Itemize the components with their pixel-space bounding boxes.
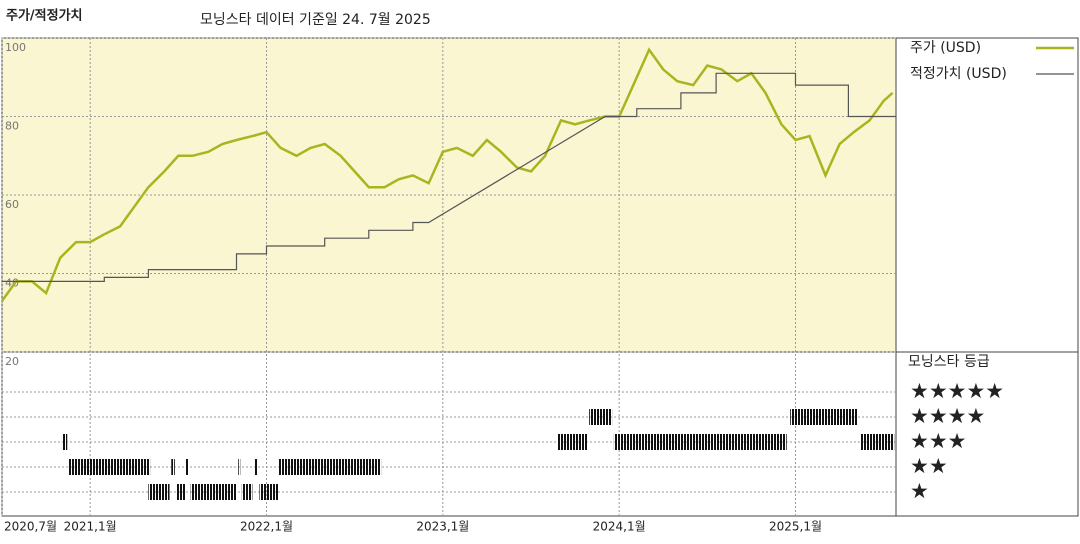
rating-bar — [185, 459, 189, 475]
rating-bar — [790, 409, 858, 425]
x-tick-label: 2024,1월 — [593, 520, 646, 534]
rating-bar — [278, 459, 382, 475]
rating-bar — [254, 459, 258, 475]
rating-bar — [190, 484, 237, 500]
x-tick-label: 2021,1월 — [64, 520, 117, 534]
rating-bar — [171, 459, 175, 475]
x-tick-label: 2022,1월 — [240, 520, 293, 534]
legend-label: 적정가치 (USD) — [910, 66, 1007, 82]
x-tick-label: 2023,1월 — [416, 520, 469, 534]
rating-bar — [176, 484, 186, 500]
rating-label: ★★★★★ — [910, 379, 1004, 403]
rating-bar — [148, 484, 170, 500]
rating-bar — [241, 484, 253, 500]
y-tick-label: 100 — [5, 41, 26, 54]
x-tick-label: 2025,1월 — [769, 520, 822, 534]
rating-bar — [238, 459, 241, 475]
legend-label: 주가 (USD) — [910, 40, 981, 56]
rating-bar — [860, 434, 895, 450]
rating-bar — [259, 484, 279, 500]
y-tick-label: 20 — [5, 355, 19, 368]
y-tick-label: 60 — [5, 198, 19, 211]
rating-bar — [61, 434, 68, 450]
x-tick-label: 2020,7월 — [4, 520, 57, 534]
line — [0, 47, 894, 302]
rating-label: ★★★★ — [910, 404, 985, 428]
chart-title: 주가/적정가치 — [6, 8, 83, 24]
rating-bar — [557, 434, 588, 450]
rating-bar — [589, 409, 613, 425]
rating-label: ★★★ — [910, 429, 966, 453]
rating-bar — [69, 459, 151, 475]
rating-title: 모닝스타 등급 — [908, 354, 990, 370]
rating-bar — [613, 434, 787, 450]
chart-subtitle: 모닝스타 데이터 기준일 24. 7월 2025 — [200, 12, 431, 28]
rating-label: ★ — [910, 479, 929, 503]
y-tick-label: 40 — [5, 277, 19, 290]
y-tick-label: 80 — [5, 120, 19, 133]
line — [2, 72, 896, 282]
rating-label: ★★ — [910, 454, 948, 478]
plot-background — [2, 38, 896, 352]
